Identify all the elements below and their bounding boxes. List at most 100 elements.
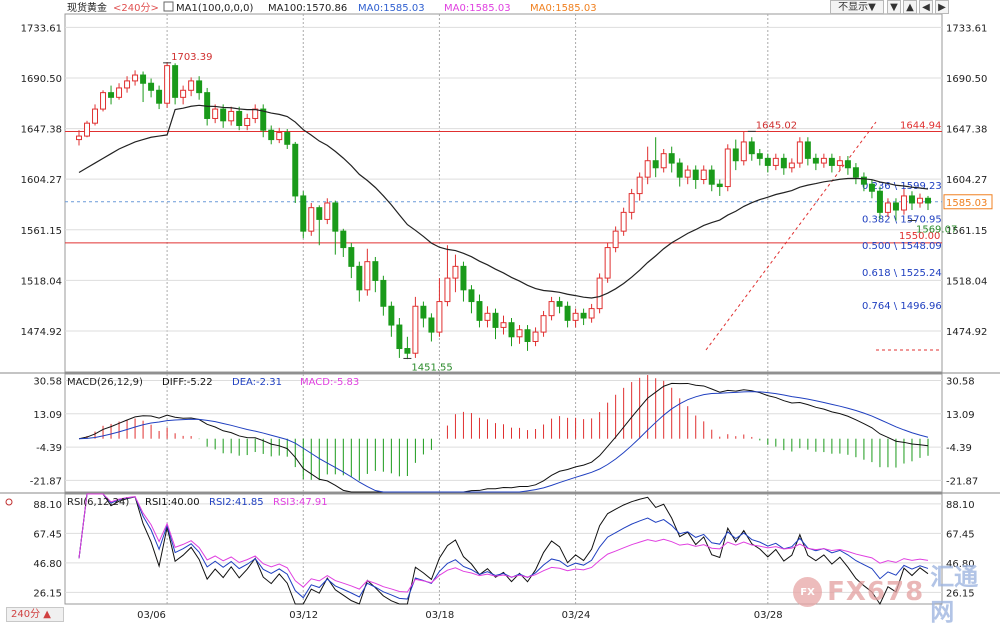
candle-body (412, 305, 419, 354)
fib-label: 0.618 \ 1525.24 (862, 268, 942, 279)
candle-body (684, 169, 691, 178)
candle-body (620, 211, 627, 232)
chart-title: 现货黄金 (67, 1, 107, 14)
zoom-down-button[interactable]: ▼ (887, 0, 901, 14)
current-price-label: 1585.03 (946, 198, 987, 209)
candle-body (156, 89, 163, 104)
candle-body (420, 305, 427, 319)
current-price-box (943, 194, 993, 210)
candle-body (628, 193, 635, 213)
fib-label: 0.382 \ 1570.95 (862, 214, 942, 225)
rsi-legend: RSI2:41.85 (209, 497, 264, 508)
candle-body (284, 132, 291, 145)
macd-y-label-right: 13.09 (946, 410, 975, 421)
rsi-y-label: 67.45 (33, 529, 62, 540)
rsi-settings-icon (5, 498, 13, 506)
fib-trendline (705, 121, 877, 351)
candle-body (508, 322, 515, 338)
candle-body (917, 197, 923, 204)
fib-label: 0.764 \ 1496.96 (862, 301, 942, 312)
candle-body (604, 247, 611, 279)
candle-body (444, 277, 451, 303)
candle-body (404, 348, 411, 354)
display-toggle-button[interactable]: 不显示▼ (830, 0, 884, 14)
timeframe-label: <240分> (113, 2, 159, 14)
candle-body (148, 82, 155, 91)
candle-body (308, 207, 315, 232)
y-tick-label-left: 1518.04 (21, 276, 62, 287)
candle-body (844, 160, 851, 169)
candle-body (100, 92, 107, 110)
rsi-y-label: 46.80 (33, 559, 62, 570)
rsi-y-label-right: 67.45 (946, 529, 975, 540)
candle-body (692, 169, 699, 181)
extreme-label: 1645.02 (756, 120, 797, 131)
candle-body (564, 305, 571, 321)
y-tick-label-left: 1474.92 (21, 327, 62, 338)
y-tick-label-right: 1647.38 (946, 125, 987, 136)
candle-body (220, 108, 227, 122)
rsi-y-label-right: 26.15 (946, 588, 975, 599)
candle-body (180, 89, 187, 98)
macd-legend: MACD(26,12,9) (67, 377, 143, 388)
scroll-right-button[interactable]: ▶ (935, 0, 949, 14)
extreme-label: 1569.07 (916, 225, 957, 236)
candle-body (892, 202, 899, 211)
rsi-legend: RSI3:47.91 (273, 497, 328, 508)
y-tick-label-right: 1518.04 (946, 276, 987, 287)
candle-body (428, 317, 435, 333)
y-tick-label-right: 1733.61 (946, 23, 987, 34)
candle-body (108, 92, 115, 98)
rsi-y-label: 88.10 (33, 500, 62, 511)
candle-body (796, 141, 803, 164)
extreme-label: 1703.39 (171, 52, 212, 63)
rsi3-line (78, 493, 929, 593)
rsi-panel (64, 493, 943, 605)
candle-body (292, 143, 299, 197)
candle-body (324, 202, 331, 220)
candle-body (124, 80, 131, 89)
candle-body (356, 265, 363, 291)
candle-body (476, 301, 483, 321)
rsi1-line (78, 493, 929, 606)
candle-body (716, 183, 723, 188)
candle-body (516, 329, 523, 338)
candle-body (332, 202, 339, 232)
candle-body (452, 265, 459, 279)
candle-body (348, 247, 355, 267)
candle-body (676, 162, 683, 178)
timeframe-selector[interactable]: 240分 ▲ (6, 607, 64, 622)
rsi-y-label-right: 88.10 (946, 500, 975, 511)
rsi-legend: RSI(6,12,24) (67, 497, 129, 508)
candle-body (164, 65, 171, 104)
watermark: FX FX678 汇通网 (793, 563, 1000, 626)
candle-body (812, 157, 819, 164)
candle-body (772, 157, 779, 166)
y-tick-label-right: 1604.27 (946, 175, 987, 186)
candle-body (84, 122, 90, 137)
y-tick-label-right: 1690.50 (946, 74, 987, 85)
macd-y-label-right: 30.58 (946, 377, 975, 388)
y-tick-label-left: 1561.15 (21, 226, 62, 237)
x-tick-label: 03/06 (137, 610, 166, 621)
candle-body (212, 108, 219, 119)
y-tick-label-left: 1733.61 (21, 23, 62, 34)
zoom-up-button[interactable]: ▲ (903, 0, 917, 14)
candle-body (268, 129, 275, 141)
candle-body (588, 308, 595, 319)
main-legend: MA100:1570.86 (268, 3, 347, 14)
candle-body (925, 197, 931, 204)
rsi-y-label-right: 46.80 (946, 559, 975, 570)
candle-body (788, 162, 795, 169)
candle-body (524, 329, 531, 342)
macd-legend: DEA:-2.31 (232, 377, 282, 388)
candle-body (244, 117, 251, 127)
candle-body (780, 157, 787, 169)
level-label: 1644.94 (900, 120, 941, 131)
scroll-left-button[interactable]: ◀ (919, 0, 933, 14)
ma100-line (78, 104, 929, 299)
candle-body (636, 176, 643, 195)
watermark-brand: FX678 (827, 577, 925, 607)
candle-body (876, 190, 883, 213)
